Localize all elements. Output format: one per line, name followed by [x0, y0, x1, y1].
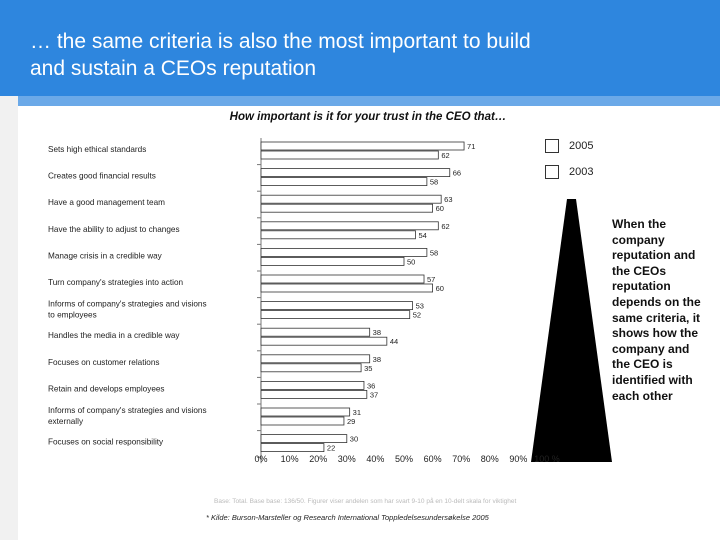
x-tick-label: 40% — [366, 454, 384, 464]
data-label-2005: 62 — [441, 222, 449, 231]
chart-title: How important is it for your trust in th… — [229, 111, 507, 123]
bar-2005 — [260, 221, 439, 231]
x-tick-label: 80% — [481, 454, 499, 464]
header-bar — [0, 0, 720, 96]
category-label: Informs of company's strategies and visi… — [48, 300, 207, 309]
category-label: Turn company's strategies into action — [48, 278, 183, 287]
data-label-2003: 60 — [436, 284, 444, 293]
x-tick-label: 0% — [254, 454, 267, 464]
bar-2003 — [260, 310, 411, 320]
bar-2005 — [260, 434, 348, 444]
category-label: to employees — [48, 311, 97, 320]
bar-2005 — [260, 380, 365, 390]
legend-swatch-2005 — [545, 139, 559, 153]
slide-title-line-2: and sustain a CEOs reputation — [30, 57, 317, 80]
base-note: Base: Total. Base base: 136/50. Figurer … — [214, 498, 517, 505]
bar-2003 — [260, 389, 368, 399]
legend-swatch-2003 — [545, 165, 559, 179]
category-label: Have a good management team — [48, 198, 165, 207]
category-label: Handles the media in a credible way — [48, 331, 180, 340]
category-label: externally — [48, 417, 84, 426]
bar-2005 — [260, 407, 351, 417]
source-note: * Kilde: Burson-Marsteller og Research I… — [206, 513, 489, 522]
slide-title: … the same criteria is also the most imp… — [30, 28, 700, 82]
data-label-2005: 58 — [430, 248, 438, 257]
legend: 2005 2003 — [545, 139, 621, 181]
bar-2005 — [260, 274, 425, 284]
header-band — [18, 96, 720, 106]
bar-2005 — [260, 168, 451, 178]
x-tick-label: 50% — [395, 454, 413, 464]
bar-2003 — [260, 283, 434, 293]
data-label-2003: 50 — [407, 257, 415, 266]
data-label-2005: 38 — [373, 355, 381, 364]
side-commentary: When the company reputation and the CEOs… — [612, 217, 701, 403]
left-strip — [0, 96, 18, 540]
data-label-2003: 37 — [370, 390, 378, 399]
importance-arrow — [531, 199, 612, 462]
data-label-2003: 29 — [347, 417, 355, 426]
bar-2003 — [260, 416, 345, 426]
data-label-2003: 60 — [436, 204, 444, 213]
data-label-2005: 53 — [416, 302, 424, 311]
bar-2005 — [260, 327, 371, 337]
bar-2003 — [260, 177, 428, 187]
bar-2003 — [260, 230, 416, 240]
x-tick-label: 30% — [338, 454, 356, 464]
data-label-2005: 63 — [444, 195, 452, 204]
page-number: 34 — [676, 508, 690, 522]
x-tick-label: 90% — [509, 454, 527, 464]
bar-2003 — [260, 203, 434, 213]
data-label-2003: 44 — [390, 337, 398, 346]
category-label: Have the ability to adjust to changes — [48, 225, 180, 234]
data-label-2005: 71 — [467, 142, 475, 151]
data-label-2005: 57 — [427, 275, 435, 284]
category-label: Sets high ethical standards — [48, 145, 146, 154]
data-label-2005: 36 — [367, 381, 375, 390]
data-label-2003: 54 — [418, 231, 426, 240]
bar-2003 — [260, 256, 405, 266]
data-label-2003: 52 — [413, 311, 421, 320]
bar-2003 — [260, 150, 439, 160]
x-tick-label: 10% — [281, 454, 299, 464]
category-label: Manage crisis in a credible way — [48, 251, 163, 260]
bar-2005 — [260, 141, 465, 151]
category-label: Focuses on customer relations — [48, 358, 160, 367]
x-tick-label: 20% — [309, 454, 327, 464]
category-label: Focuses on social responsibility — [48, 438, 164, 447]
slide-title-line-1: … the same criteria is also the most imp… — [30, 30, 531, 53]
bar-2005 — [260, 301, 413, 311]
bar-2003 — [260, 336, 388, 346]
data-label-2005: 38 — [373, 328, 381, 337]
legend-label-2003: 2003 — [569, 166, 594, 178]
data-label-2003: 35 — [364, 364, 372, 373]
data-label-2005: 31 — [353, 408, 361, 417]
data-label-2003: 22 — [327, 444, 335, 453]
data-label-2003: 62 — [441, 151, 449, 160]
data-label-2003: 58 — [430, 178, 438, 187]
x-tick-label: 60% — [424, 454, 442, 464]
bar-2003 — [260, 363, 362, 373]
x-tick-label: 100 % — [534, 454, 560, 464]
data-label-2005: 30 — [350, 435, 358, 444]
category-label: Creates good financial results — [48, 172, 156, 181]
legend-label-2005: 2005 — [569, 140, 594, 152]
bar-2005 — [260, 247, 428, 257]
data-label-2005: 66 — [453, 169, 461, 178]
category-label: Informs of company's strategies and visi… — [48, 406, 207, 415]
category-label: Retain and develops employees — [48, 384, 165, 393]
bar-2005 — [260, 194, 442, 204]
bar-2003 — [260, 443, 325, 453]
x-tick-label: 70% — [452, 454, 470, 464]
bar-2005 — [260, 354, 371, 364]
